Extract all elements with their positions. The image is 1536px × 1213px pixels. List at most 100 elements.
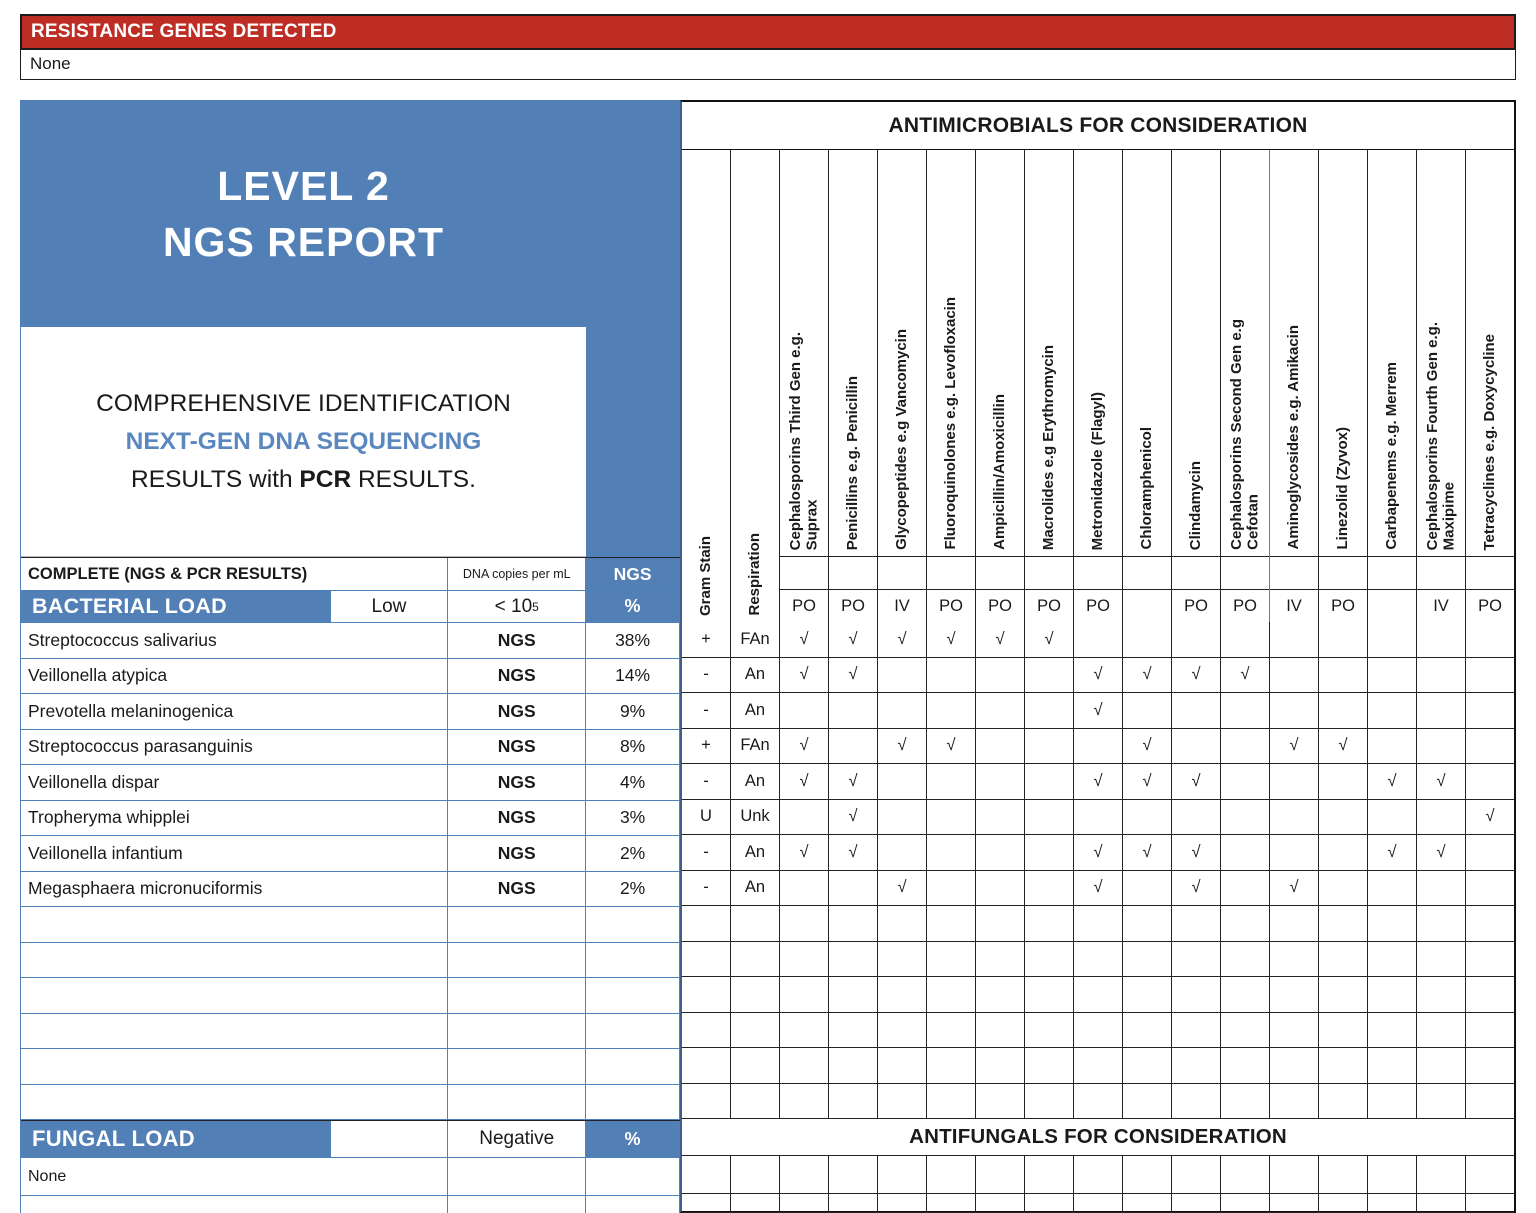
susceptibility-cell [1270,764,1319,800]
empty-cell [21,907,449,943]
susceptibility-cell [976,835,1025,871]
empty-cell [1025,1012,1074,1048]
empty-cell [1417,1194,1466,1213]
susceptibility-cell [1025,657,1074,693]
susceptibility-cell [976,799,1025,835]
antibiotic-name-label: Tetracyclines e.g. Doxycycline [1480,333,1498,551]
empty-cell [1368,1083,1417,1119]
empty-subcell [976,557,1024,590]
empty-cell [1319,1012,1368,1048]
susceptibility-row: - An √ [682,693,1514,729]
susceptible-check-cell: √ [1172,870,1221,906]
method-cell: NGS [448,729,587,765]
susceptible-check-cell: √ [1123,657,1172,693]
susceptibility-cell [1025,764,1074,800]
susceptible-check-cell: √ [1123,728,1172,764]
respiration-cell: Unk [731,799,780,835]
column-header-clindamycin: Clindamycin PO [1172,150,1221,622]
empty-cell [21,1196,449,1213]
organism-name: Veillonella atypica [21,658,449,694]
empty-cell [1074,1156,1123,1194]
fungal-load-level [330,1121,449,1158]
susceptibility-cell [1466,729,1514,764]
empty-cell [1221,941,1270,977]
route-cell: IV [1286,596,1302,615]
susceptibility-cell [1123,622,1172,658]
empty-cell [682,1012,731,1048]
report-description: COMPREHENSIVE IDENTIFICATION NEXT-GEN DN… [21,327,586,557]
report-title: LEVEL 2 NGS REPORT [21,100,586,327]
susceptible-check-cell: √ [780,835,829,871]
empty-cell [682,1156,731,1194]
organism-row: Prevotella melaninogenica NGS 9% [21,694,681,730]
susceptible-check-cell: √ [1270,870,1319,906]
susceptibility-cell [878,657,927,693]
empty-subcell [927,557,975,590]
method-cell: NGS [448,623,587,659]
route-cell: PO [841,596,865,615]
complete-results-row: COMPLETE (NGS & PCR RESULTS) DNA copies … [21,557,681,591]
method-cell: NGS [448,800,587,836]
gram-stain-cell: - [682,693,731,729]
susceptibility-cell [1466,871,1514,906]
susceptibility-cell [1417,622,1466,658]
susceptibility-cell [1319,870,1368,906]
empty-cell [586,1013,681,1049]
empty-cell [1319,1083,1368,1119]
empty-cell [1123,977,1172,1013]
empty-cell [1368,1048,1417,1084]
susceptibility-cell [1074,728,1123,764]
empty-cell [1025,977,1074,1013]
susceptibility-cell [976,764,1025,800]
susceptibility-cell [1319,835,1368,871]
susceptibility-row: - An √ √ √ √ √ √ [682,657,1514,693]
empty-cell [829,906,878,942]
fungal-percent-header: % [586,1121,680,1158]
empty-cell [1221,1048,1270,1084]
antimicrobial-column-headers: Gram Stain Respiration Cephalosporins Thir… [682,150,1514,622]
antibiotic-name-label: Aminoglycosides e.g. Amikacin [1284,325,1302,550]
empty-cell [682,977,731,1013]
susceptible-check-cell: √ [878,870,927,906]
susceptibility-cell [1221,835,1270,871]
empty-cell [1025,1083,1074,1119]
empty-cell [1417,977,1466,1013]
empty-subcell [1417,557,1465,590]
organism-name: Megasphaera micronuciformis [21,871,449,907]
empty-cell [1025,941,1074,977]
empty-cell [780,1194,829,1213]
empty-cell [829,1048,878,1084]
susceptibility-row: + FAn √ √ √ √ √ √ [682,728,1514,764]
empty-cell [586,1084,681,1120]
empty-cell [1172,1194,1221,1213]
empty-cell [586,942,681,978]
organism-list: Streptococcus salivarius NGS 38% Veillonell… [21,623,681,1120]
susceptible-check-cell: √ [878,622,927,658]
resistance-genes-banner: RESISTANCE GENES DETECTED [20,14,1516,50]
empty-cell [878,1048,927,1084]
empty-cell [1074,906,1123,942]
empty-cell [1123,906,1172,942]
column-header-ampicillin-amoxicillin: Ampicillin/Amoxicillin PO [976,150,1025,622]
susceptibility-cell [1270,835,1319,871]
susceptible-check-cell: √ [1319,728,1368,764]
empty-cell [927,1012,976,1048]
results-table: LEVEL 2 NGS REPORT COMPREHENSIVE IDENTIF… [20,100,681,1213]
empty-cell [682,941,731,977]
empty-cell [1221,1083,1270,1119]
column-header-gram-stain: Gram Stain [682,150,731,622]
susceptibility-cell [878,764,927,800]
susceptible-check-cell: √ [780,657,829,693]
susceptible-check-cell: √ [1172,764,1221,800]
empty-cell [1074,1048,1123,1084]
column-header-glycopeptides-e-g-vancomycin: Glycopeptides e.g Vancomycin IV [878,150,927,622]
antibiotic-name-label: Cephalosporins Third Gen e.g. Suprax [786,331,821,550]
gram-stain-cell: + [682,728,731,764]
susceptibility-cell [927,764,976,800]
route-cell: PO [1233,596,1257,615]
susceptibility-cell [780,799,829,835]
empty-subcell [780,557,828,590]
susceptibility-cell [927,693,976,729]
empty-cell [21,1049,449,1085]
susceptible-check-cell: √ [780,728,829,764]
